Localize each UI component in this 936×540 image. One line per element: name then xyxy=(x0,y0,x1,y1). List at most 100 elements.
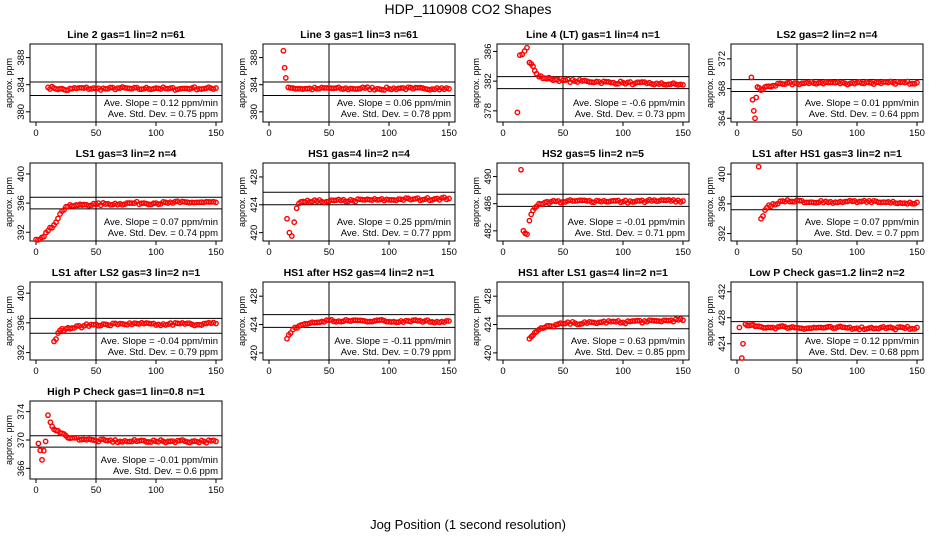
y-tick-label: 428 xyxy=(483,288,494,304)
data-point xyxy=(160,199,167,205)
panel-title: HS2 gas=5 lin=2 n=5 xyxy=(542,148,644,160)
data-point xyxy=(752,115,758,122)
data-point xyxy=(627,318,634,325)
data-point xyxy=(588,199,595,205)
panel-frame xyxy=(29,162,223,242)
panel-frame xyxy=(730,162,924,242)
panel-title: High P Check gas=1 lin=0.8 n=1 xyxy=(47,386,205,398)
stddev-annotation: Ave. Std. Dev. = 0.79 ppm xyxy=(108,347,218,358)
data-point xyxy=(61,327,67,334)
x-tick-label: 100 xyxy=(615,247,631,258)
y-tick-label: 392 xyxy=(717,226,728,242)
data-point xyxy=(887,324,894,331)
data-point xyxy=(417,84,424,91)
x-tick-label: 50 xyxy=(558,247,569,258)
data-point xyxy=(208,199,215,205)
panel-frame xyxy=(262,43,456,123)
data-point xyxy=(49,423,56,430)
data-point xyxy=(284,215,290,222)
panel-frame xyxy=(29,281,223,361)
y-tick-label: 396 xyxy=(16,315,27,331)
data-point xyxy=(318,318,325,325)
data-point xyxy=(870,197,877,204)
x-tick-label: 150 xyxy=(208,247,224,258)
x-tick-label: 150 xyxy=(441,128,457,139)
panel-frame xyxy=(496,43,690,123)
data-point xyxy=(321,85,328,91)
data-point xyxy=(825,79,832,86)
x-tick-label: 0 xyxy=(734,247,739,258)
x-tick-label: 50 xyxy=(91,366,102,377)
data-point xyxy=(172,198,179,205)
data-point xyxy=(354,86,361,92)
stddev-annotation: Ave. Std. Dev. = 0.79 ppm xyxy=(341,347,451,358)
slope-annotation: Ave. Slope = -0.01 ppm/min xyxy=(568,217,685,228)
y-axis-label: approx. ppm xyxy=(471,296,481,346)
y-tick-label: 420 xyxy=(249,345,260,361)
y-axis-label: approx. ppm xyxy=(4,177,14,227)
data-point xyxy=(875,325,882,332)
data-point xyxy=(813,324,820,331)
x-tick-label: 0 xyxy=(33,247,38,258)
panel-title: Line 4 (LT) gas=1 lin=4 n=1 xyxy=(526,29,660,41)
y-tick-label: 380 xyxy=(16,104,27,120)
data-point xyxy=(909,325,916,332)
data-point xyxy=(641,199,648,206)
y-tick-label: 380 xyxy=(249,104,260,120)
data-point xyxy=(90,437,97,443)
data-point xyxy=(186,86,193,92)
data-point xyxy=(419,196,426,203)
y-tick-label: 368 xyxy=(717,81,728,97)
data-point xyxy=(885,324,892,331)
x-tick-label: 0 xyxy=(266,366,271,377)
y-axis-label: approx. ppm xyxy=(237,58,247,108)
slope-annotation: Ave. Slope = 0.01 ppm/min xyxy=(805,98,919,109)
data-point xyxy=(335,84,342,91)
panel-frame xyxy=(262,281,456,361)
data-point xyxy=(306,198,313,205)
y-tick-label: 424 xyxy=(249,317,260,333)
data-point xyxy=(544,323,550,329)
data-point xyxy=(603,198,610,205)
y-tick-label: 400 xyxy=(16,285,27,301)
y-tick-label: 490 xyxy=(483,169,494,185)
data-point xyxy=(282,75,289,81)
data-point xyxy=(777,323,784,330)
data-point xyxy=(538,325,544,331)
y-axis-label: approx. ppm xyxy=(4,296,14,346)
data-point xyxy=(162,322,169,328)
x-tick-label: 50 xyxy=(91,128,102,139)
x-tick-label: 0 xyxy=(734,366,739,377)
stddev-annotation: Ave. Std. Dev. = 0.68 ppm xyxy=(809,347,919,358)
data-point xyxy=(285,331,292,338)
data-point xyxy=(813,199,820,206)
stddev-annotation: Ave. Std. Dev. = 0.7 ppm xyxy=(814,228,919,239)
y-tick-label: 424 xyxy=(249,197,260,213)
x-tick-label: 100 xyxy=(615,128,631,139)
slope-annotation: Ave. Slope = -0.01 ppm/min xyxy=(101,455,218,466)
x-tick-label: 50 xyxy=(792,247,803,258)
data-point xyxy=(531,329,538,336)
y-tick-label: 364 xyxy=(717,110,728,126)
data-point xyxy=(760,213,766,219)
data-point xyxy=(861,326,868,333)
data-point xyxy=(873,325,880,332)
x-tick-label: 0 xyxy=(266,128,271,139)
panel-title: Line 2 gas=1 lin=2 n=61 xyxy=(67,29,185,41)
data-point xyxy=(155,201,162,208)
data-point xyxy=(593,78,600,85)
data-point xyxy=(198,322,205,328)
data-point xyxy=(333,85,340,91)
data-point xyxy=(624,79,631,86)
y-tick-label: 428 xyxy=(249,169,260,185)
y-tick-label: 420 xyxy=(483,345,494,361)
data-point xyxy=(61,206,67,213)
y-tick-label: 400 xyxy=(717,166,728,182)
data-point xyxy=(579,197,586,204)
data-point xyxy=(417,197,424,204)
data-point xyxy=(43,229,49,236)
data-point xyxy=(291,219,298,226)
data-point xyxy=(677,81,684,88)
y-axis-label: approx. ppm xyxy=(705,177,715,227)
